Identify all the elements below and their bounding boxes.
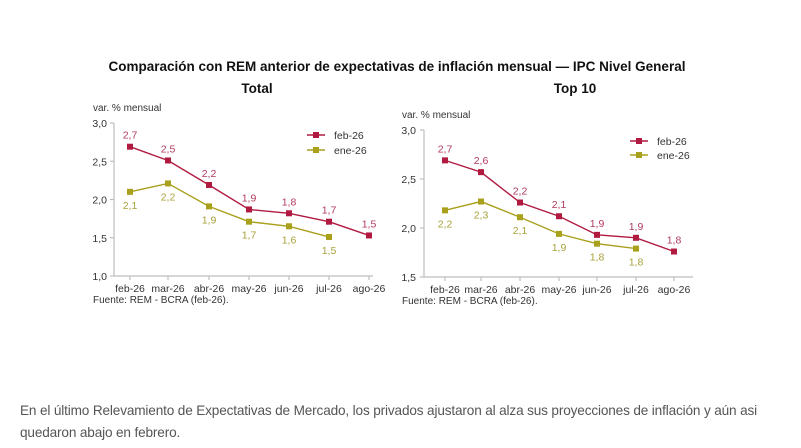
data-point-ene-26	[246, 218, 252, 225]
data-point-feb-26	[165, 157, 171, 164]
legend-marker-feb-26	[313, 132, 319, 138]
y-tick-label: 2,5	[401, 174, 416, 186]
legend-marker-feb-26	[636, 138, 642, 144]
article-caption: En el último Relevamiento de Expectativa…	[20, 402, 758, 440]
y-tick-label: 1,0	[92, 271, 107, 283]
data-label-ene-26: 1,7	[242, 230, 257, 242]
data-label-feb-26: 2,6	[474, 155, 489, 167]
data-label-feb-26: 1,9	[242, 192, 257, 204]
data-point-feb-26	[366, 232, 372, 239]
y-tick-label: 1,5	[92, 233, 107, 245]
data-point-feb-26	[442, 157, 448, 164]
x-tick-label: mar-26	[464, 284, 497, 296]
data-label-feb-26: 1,5	[362, 218, 377, 230]
data-label-ene-26: 1,5	[322, 245, 337, 257]
data-label-feb-26: 2,7	[438, 143, 453, 155]
data-label-ene-26: 1,9	[202, 214, 217, 226]
data-point-feb-26	[517, 199, 523, 206]
x-tick-label: jun-26	[273, 283, 303, 295]
y-axis-unit-label: var. % mensual	[402, 110, 470, 121]
x-tick-label: abr-26	[505, 284, 536, 296]
x-tick-label: may-26	[231, 283, 266, 295]
legend-marker-ene-26	[313, 147, 319, 153]
y-tick-label: 3,0	[401, 125, 416, 137]
y-tick-label: 2,0	[92, 195, 107, 207]
data-point-feb-26	[246, 206, 252, 213]
data-point-ene-26	[206, 203, 212, 210]
data-point-feb-26	[594, 231, 600, 238]
data-point-feb-26	[556, 213, 562, 220]
x-tick-label: may-26	[541, 284, 576, 296]
series-line-ene-26	[444, 200, 637, 250]
y-tick-label: 3,0	[92, 118, 107, 130]
x-tick-label: jul-26	[622, 284, 649, 296]
data-label-feb-26: 2,1	[552, 199, 567, 211]
legend-label-ene-26: ene-26	[334, 145, 367, 157]
chart-title: Total	[241, 81, 272, 96]
data-label-ene-26: 2,3	[474, 210, 489, 222]
data-label-feb-26: 1,7	[322, 205, 337, 217]
data-label-ene-26: 1,9	[552, 242, 567, 254]
data-point-feb-26	[478, 169, 484, 176]
legend-label-feb-26: feb-26	[657, 136, 687, 148]
data-label-ene-26: 2,1	[123, 200, 138, 212]
data-point-feb-26	[127, 143, 133, 150]
x-tick-label: ago-26	[353, 283, 386, 295]
chart-title: Top 10	[554, 81, 597, 96]
x-tick-label: feb-26	[115, 283, 145, 295]
figure-title: Comparación con REM anterior de expectat…	[109, 59, 686, 74]
y-tick-label: 1,5	[401, 272, 416, 284]
x-tick-label: ago-26	[658, 284, 691, 296]
data-label-feb-26: 2,2	[202, 168, 217, 180]
x-tick-label: feb-26	[430, 284, 460, 296]
data-point-ene-26	[594, 240, 600, 247]
chart-top10: Top 10 var. % mensual 1,5 2,0 2,5 3,0 feb-26 ma…	[401, 81, 693, 307]
data-label-feb-26: 2,7	[123, 130, 138, 142]
data-label-feb-26: 2,5	[161, 143, 176, 155]
data-label-feb-26: 1,8	[282, 196, 297, 208]
data-label-ene-26: 1,8	[590, 252, 605, 264]
data-label-ene-26: 1,6	[282, 234, 297, 246]
data-point-ene-26	[633, 245, 639, 252]
data-point-feb-26	[671, 248, 677, 255]
data-point-ene-26	[127, 188, 133, 195]
source-note: Fuente: REM - BCRA (feb-26).	[402, 296, 538, 307]
data-point-ene-26	[286, 223, 292, 230]
data-point-feb-26	[286, 210, 292, 217]
data-label-feb-26: 1,8	[667, 235, 682, 247]
data-point-feb-26	[633, 234, 639, 241]
data-point-ene-26	[517, 214, 523, 221]
data-label-ene-26: 2,1	[513, 225, 528, 237]
x-tick-label: jun-26	[581, 284, 611, 296]
data-point-ene-26	[442, 207, 448, 214]
series-line-ene-26	[129, 182, 330, 238]
y-tick-label: 2,5	[92, 156, 107, 168]
legend-marker-ene-26	[636, 152, 642, 158]
data-label-ene-26: 1,8	[629, 257, 644, 269]
x-tick-label: abr-26	[194, 283, 225, 295]
data-label-feb-26: 2,2	[513, 186, 528, 198]
x-tick-label: jul-26	[315, 283, 342, 295]
data-point-feb-26	[206, 181, 212, 188]
data-label-feb-26: 1,9	[629, 221, 644, 233]
chart-total: Total var. % mensual 1,0 1,5 2,0 2,5 3,0 feb-26…	[92, 81, 385, 306]
source-note: Fuente: REM - BCRA (feb-26).	[93, 295, 229, 306]
data-point-ene-26	[326, 233, 332, 240]
data-label-feb-26: 1,9	[590, 218, 605, 230]
inflation-expectations-figure: Comparación con REM anterior de expectat…	[92, 59, 693, 307]
x-tick-label: mar-26	[151, 283, 184, 295]
data-point-ene-26	[556, 230, 562, 237]
data-point-ene-26	[478, 198, 484, 205]
y-axis-unit-label: var. % mensual	[93, 103, 161, 114]
legend-label-ene-26: ene-26	[657, 150, 690, 162]
y-tick-label: 2,0	[401, 223, 416, 235]
legend-label-feb-26: feb-26	[334, 130, 364, 142]
data-label-ene-26: 2,2	[438, 218, 453, 230]
data-point-ene-26	[165, 180, 171, 187]
data-point-feb-26	[326, 218, 332, 225]
data-label-ene-26: 2,2	[161, 191, 176, 203]
